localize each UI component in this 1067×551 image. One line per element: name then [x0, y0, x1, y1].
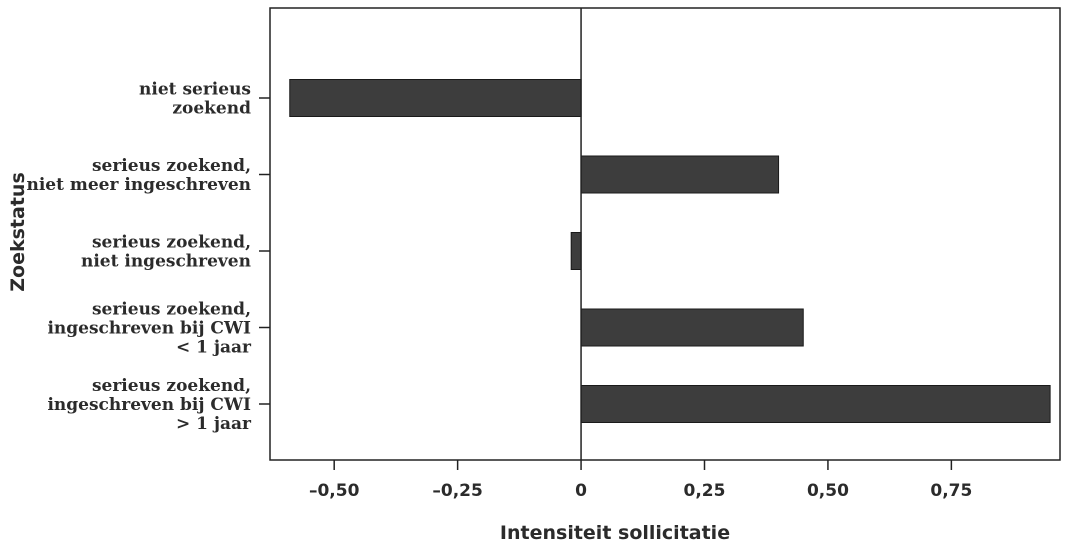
- category-label: serieus zoekend,: [92, 156, 251, 176]
- category-label: ingeschreven bij CWI: [47, 395, 251, 415]
- x-tick-label: 0: [575, 481, 587, 501]
- bar-4: [580, 385, 1051, 423]
- x-tick-label: –0,50: [309, 481, 360, 501]
- category-label: ingeschreven bij CWI: [47, 319, 251, 339]
- category-label: serieus zoekend,: [92, 300, 251, 320]
- category-label: niet ingeschreven: [81, 252, 251, 272]
- bar-1: [580, 155, 780, 194]
- category-label: niet meer ingeschreven: [26, 175, 251, 195]
- y-axis-title: Zoekstatus: [7, 172, 29, 291]
- plot-frame: [269, 7, 1061, 461]
- category-label: serieus zoekend,: [92, 233, 251, 253]
- x-tick-label: 0,25: [684, 481, 726, 501]
- bars-group: [289, 79, 1051, 423]
- x-tick-label: 0,50: [807, 481, 849, 501]
- category-label: zoekend: [172, 99, 251, 119]
- x-ticks: –0,50 –0,25 0 0,25 0,50 0,75: [309, 460, 972, 501]
- x-axis-title: Intensiteit sollicitatie: [500, 522, 730, 544]
- category-label: niet serieus: [139, 80, 251, 100]
- bar-3: [580, 308, 804, 347]
- category-label: serieus zoekend,: [92, 376, 251, 396]
- category-label: < 1 jaar: [176, 338, 252, 358]
- bar-0: [289, 79, 582, 117]
- y-tick-marks: [259, 97, 270, 405]
- bar-2: [570, 232, 582, 270]
- x-tick-label: 0,75: [930, 481, 972, 501]
- category-label: > 1 jaar: [176, 414, 252, 434]
- x-tick-label: –0,25: [432, 481, 482, 501]
